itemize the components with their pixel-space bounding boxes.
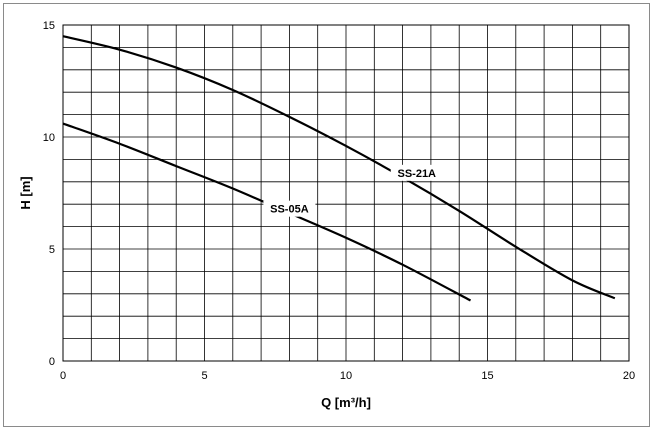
- series-label-background: [390, 164, 443, 181]
- series-label: SS-21A: [397, 168, 436, 180]
- plot-border: [62, 24, 630, 362]
- x-tick-label: 0: [60, 370, 66, 382]
- chart-frame: [3, 3, 650, 427]
- series-labels: SS-21A SS-05A: [263, 164, 443, 217]
- x-tick-labels: 0 5 10 15 20: [60, 370, 635, 382]
- y-tick-label: 0: [49, 356, 55, 368]
- series-layer: [62, 35, 616, 302]
- y-axis-title: H [m]: [18, 176, 33, 209]
- x-tick-label: 10: [340, 370, 352, 382]
- y-tick-labels: 0 5 10 15: [43, 20, 55, 368]
- x-tick-label: 5: [201, 370, 207, 382]
- series-label-background: [263, 200, 316, 217]
- x-tick-label: 20: [623, 370, 635, 382]
- y-tick-label: 15: [43, 20, 55, 32]
- x-axis-title: Q [m³/h]: [321, 395, 371, 410]
- series-line-ss-21a: [62, 35, 616, 300]
- y-tick-label: 5: [49, 244, 55, 256]
- y-tick-label: 10: [43, 132, 55, 144]
- x-tick-label: 15: [481, 370, 493, 382]
- grid: [62, 24, 630, 362]
- series-label: SS-05A: [270, 204, 309, 216]
